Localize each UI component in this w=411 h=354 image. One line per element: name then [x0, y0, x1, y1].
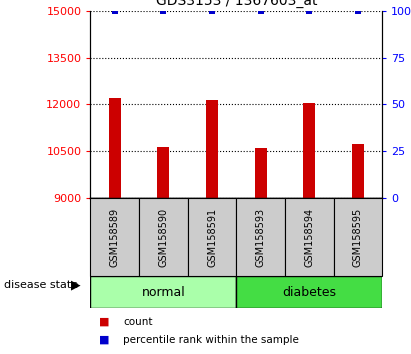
Text: count: count — [123, 317, 153, 327]
Bar — [236, 276, 382, 308]
Bar — [90, 276, 236, 308]
Text: disease state: disease state — [4, 280, 78, 290]
Text: normal: normal — [141, 286, 185, 298]
Text: GSM158589: GSM158589 — [110, 207, 120, 267]
Text: diabetes: diabetes — [282, 286, 336, 298]
Bar — [236, 198, 285, 276]
Bar — [285, 198, 334, 276]
Text: ▶: ▶ — [71, 279, 81, 291]
Bar — [254, 148, 267, 198]
Text: ■: ■ — [99, 317, 109, 327]
Text: GSM158595: GSM158595 — [353, 207, 363, 267]
Text: GSM158591: GSM158591 — [207, 207, 217, 267]
Bar — [303, 103, 315, 198]
Text: GSM158593: GSM158593 — [256, 207, 266, 267]
Bar — [139, 198, 188, 276]
Text: ■: ■ — [99, 335, 109, 345]
Bar — [352, 144, 364, 198]
Bar — [334, 198, 382, 276]
Bar — [90, 198, 139, 276]
Title: GDS3153 / 1367603_at: GDS3153 / 1367603_at — [156, 0, 317, 8]
Text: percentile rank within the sample: percentile rank within the sample — [123, 335, 299, 345]
Bar — [109, 98, 121, 198]
Bar — [157, 147, 169, 198]
Text: GSM158590: GSM158590 — [158, 207, 169, 267]
Bar — [206, 100, 218, 198]
Bar — [188, 198, 236, 276]
Text: GSM158594: GSM158594 — [304, 207, 314, 267]
